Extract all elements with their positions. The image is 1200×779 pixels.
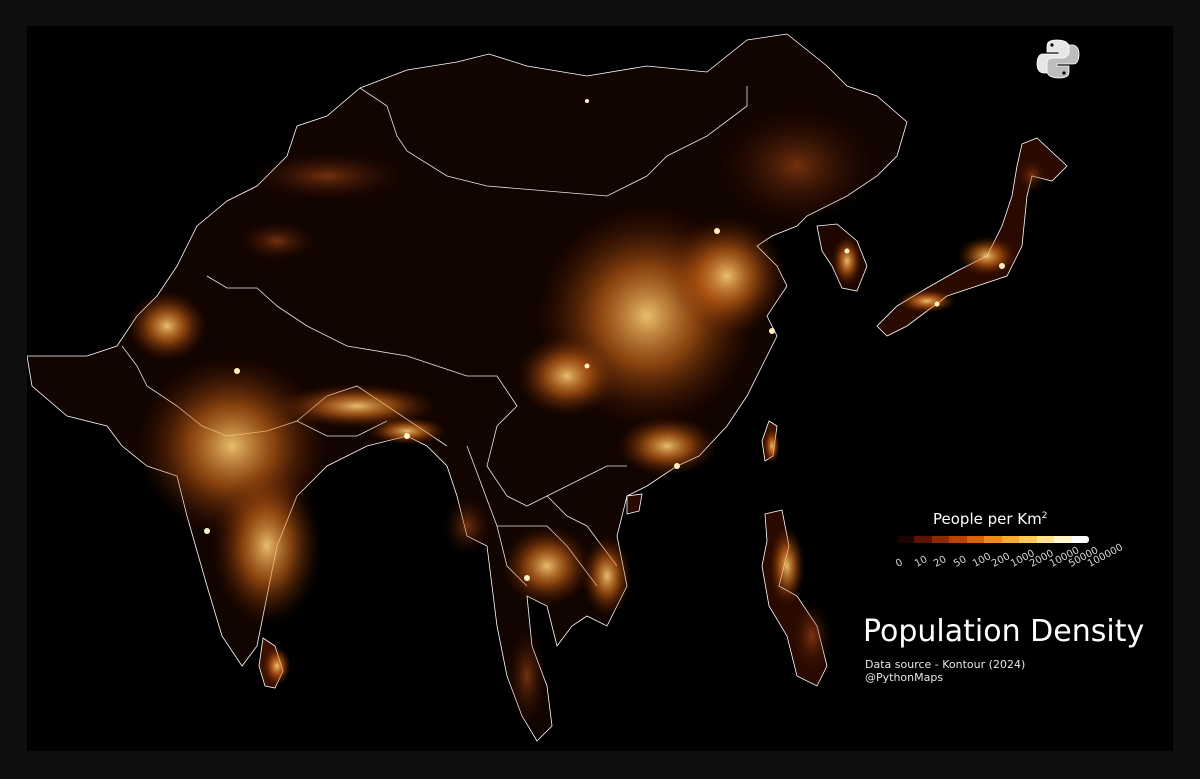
legend-tick-label: 10 [913, 554, 930, 570]
legend-swatch [949, 536, 967, 543]
city-hotspots [204, 99, 1005, 581]
data-source: Data source - Kontour (2024) [865, 658, 1026, 671]
map-title: Population Density [863, 614, 1145, 649]
legend-swatch [1036, 536, 1055, 543]
map-frame: People per Km2 0 10 20 50 100 200 1000 2000 1000… [27, 26, 1173, 751]
legend-swatch [931, 536, 950, 543]
legend-swatch [914, 536, 932, 543]
legend-color-bar [897, 536, 1089, 543]
legend-title: People per Km2 [933, 510, 1047, 528]
legend-swatch [1001, 536, 1020, 543]
legend-title-text: People per Km [933, 510, 1042, 528]
legend-swatch [966, 536, 985, 543]
population-density-glow [127, 106, 1047, 726]
legend-swatch [1071, 536, 1089, 543]
legend-title-superscript: 2 [1041, 511, 1048, 521]
legend-tick-label: 0 [894, 557, 905, 570]
legend-swatch [897, 536, 915, 543]
legend-tick-label: 50 [951, 554, 969, 570]
legend-swatch [1019, 536, 1037, 543]
population-density-map [27, 33, 1068, 742]
hainan-landmass [626, 493, 643, 515]
legend-tick-label: 20 [932, 554, 949, 570]
legend-swatch [1054, 536, 1072, 543]
legend-swatch [984, 536, 1002, 543]
author-handle: @PythonMaps [865, 671, 944, 684]
python-logo-icon [1036, 39, 1080, 79]
legend: People per Km2 0 10 20 50 100 200 1000 2000 1000… [887, 506, 1125, 596]
legend-tick-labels: 0 10 20 50 100 200 1000 2000 10000 50000 100000 [894, 542, 1125, 596]
